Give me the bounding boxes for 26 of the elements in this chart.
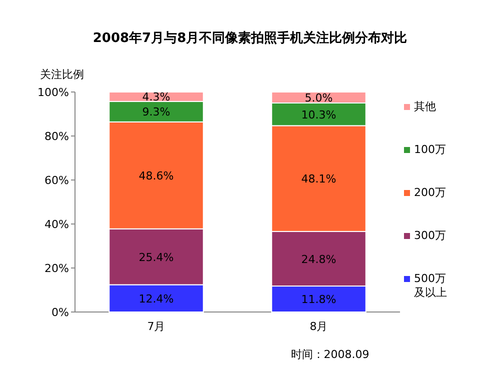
y-tick-label: 20%: [44, 262, 69, 275]
data-label: 9.3%: [142, 106, 170, 119]
y-tick-label: 100%: [38, 86, 69, 99]
data-label: 10.3%: [301, 108, 336, 122]
data-label: 24.8%: [301, 252, 336, 266]
legend-label: 500万及以上: [414, 272, 447, 299]
data-label: 5.0%: [304, 92, 333, 104]
y-tick-label: 40%: [44, 218, 69, 231]
legend-label: 100万: [414, 143, 446, 156]
text: 时间：2008.09: [290, 348, 370, 361]
chart-title: 2008年7月与8月不同像素拍照手机关注比例分布对比: [92, 30, 408, 46]
legend-label: 300万: [414, 229, 446, 242]
data-label: 11.8%: [301, 293, 336, 306]
y-axis-title: 关注比例: [40, 68, 84, 81]
data-label: 25.4%: [138, 250, 174, 264]
data-label: 48.1%: [301, 172, 336, 186]
y-tick-label: 80%: [44, 130, 69, 143]
data-label: 4.3%: [142, 90, 170, 104]
legend-label: 其他: [414, 100, 436, 113]
x-tick-label: 8月: [310, 320, 328, 333]
data-label: 12.4%: [138, 292, 174, 306]
y-tick-label: 60%: [44, 174, 69, 187]
legend-label: 200万: [414, 186, 446, 199]
y-tick-label: 0%: [52, 306, 69, 319]
x-tick-label: 7月: [147, 320, 166, 333]
data-label: 48.6%: [138, 169, 174, 182]
